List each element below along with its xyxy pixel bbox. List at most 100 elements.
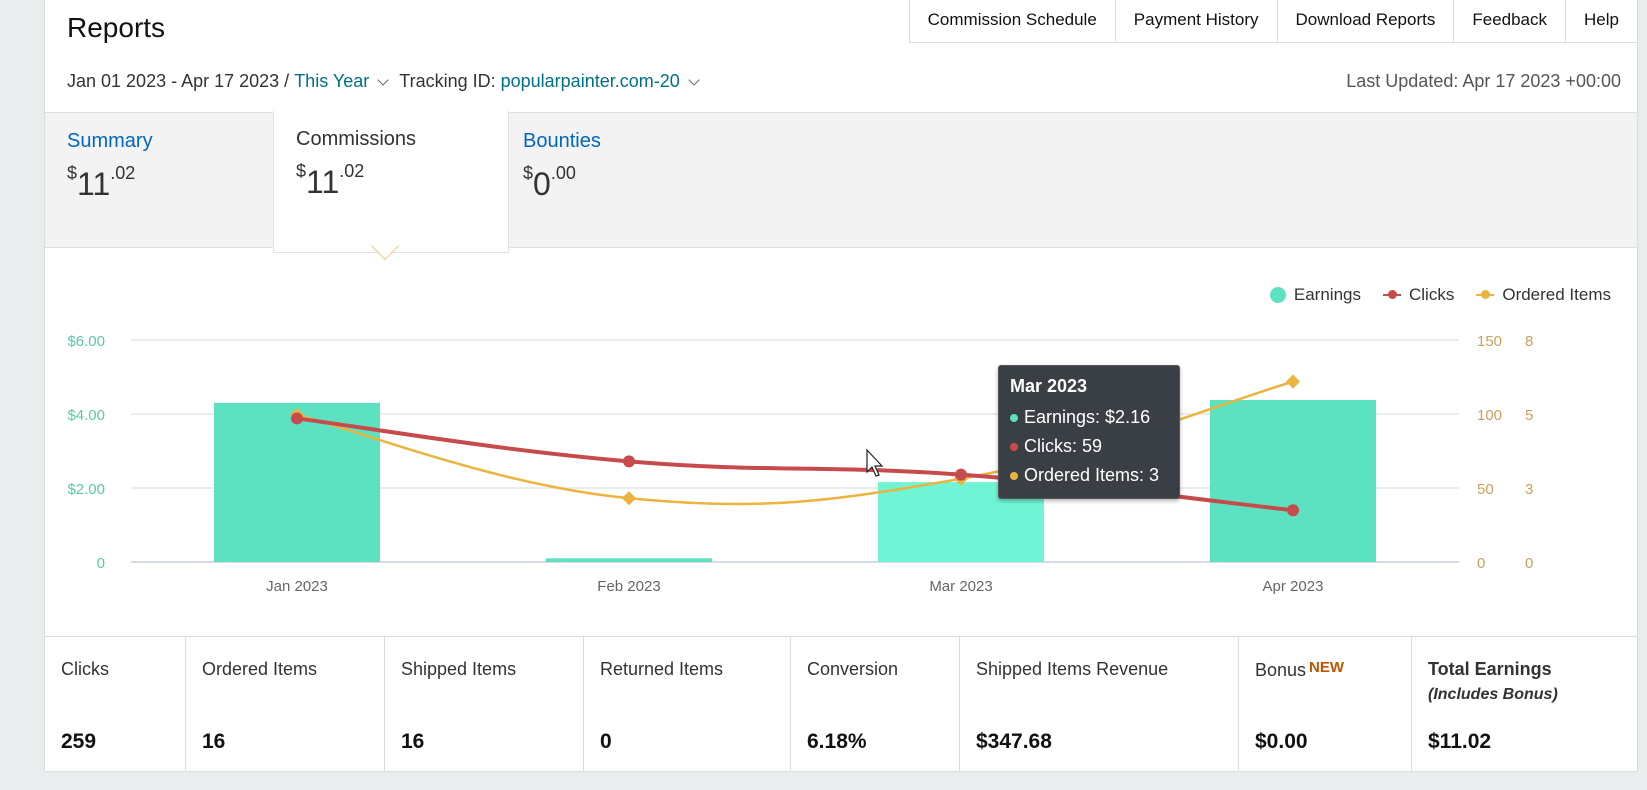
stat-value: $0.00	[1255, 730, 1308, 753]
legend-earnings[interactable]: Earnings	[1269, 285, 1361, 305]
clicks-point	[1287, 504, 1299, 517]
ordered-items-line-icon	[1476, 288, 1495, 301]
y-tick-left: $6.00	[67, 333, 105, 350]
stat-label: Shipped Items	[401, 659, 517, 679]
chevron-down-icon[interactable]	[377, 73, 389, 86]
amount-cents: .02	[110, 163, 136, 183]
amount-cents: .00	[550, 163, 576, 183]
tab-amount: $0.00	[523, 163, 715, 203]
stat-label: Clicks	[61, 659, 109, 679]
clicks-point	[955, 468, 967, 481]
filter-bar: Jan 01 2023 - Apr 17 2023 / This Year Tr…	[67, 71, 710, 92]
tooltip-clicks-text: Clicks: 59	[1024, 436, 1103, 456]
stat-value: 6.18%	[807, 730, 867, 753]
y-tick-right-items: 8	[1525, 333, 1533, 350]
stats-bar: Clicks 259 Ordered Items 16 Shipped Item…	[45, 636, 1637, 772]
earnings-dot-icon	[1010, 413, 1018, 422]
earnings-bar	[1210, 399, 1376, 562]
stat-shipped-items: Shipped Items 16	[385, 637, 584, 772]
stat-ordered-items: Ordered Items 16	[186, 637, 385, 772]
earnings-chart: $6.00 150 8 $4.00 100 5 $2.00 50 3 0 0 0 Jan 2023 Feb…	[67, 333, 1533, 595]
tab-amount: $11.02	[296, 161, 486, 201]
ordered-dot-icon	[1010, 471, 1018, 480]
summary-tabs: Summary $11.02 Commissions $11.02 Bounti…	[45, 111, 1637, 253]
stat-value: 16	[401, 730, 425, 753]
clicks-point	[623, 455, 635, 468]
top-nav: Commission Schedule Payment History Down…	[908, 0, 1637, 43]
nav-feedback[interactable]: Feedback	[1454, 0, 1567, 42]
clicks-dot-icon	[1010, 442, 1018, 451]
stat-value: 0	[600, 730, 612, 753]
x-tick-label: Mar 2023	[929, 578, 992, 595]
period-dropdown[interactable]: This Year	[294, 71, 370, 91]
earnings-bar	[546, 558, 712, 562]
stat-note: (Includes Bonus)	[1428, 686, 1558, 703]
currency-symbol: $	[67, 163, 78, 183]
stat-shipped-revenue: Shipped Items Revenue $347.68	[960, 637, 1239, 772]
stat-bonus: Bonus NEW $0.00	[1239, 637, 1412, 772]
last-updated: Last Updated: Apr 17 2023 +00:00	[1346, 71, 1621, 91]
tooltip-ordered: Ordered Items: 3	[1010, 461, 1168, 490]
y-tick-left: 0	[97, 555, 105, 572]
y-tick-right-items: 5	[1525, 407, 1533, 424]
x-tick-label: Jan 2023	[266, 578, 328, 595]
stat-label: Conversion	[807, 659, 899, 679]
tooltip-earnings: Earnings: $2.16	[1010, 403, 1168, 432]
stat-label: Total Earnings	[1428, 659, 1552, 679]
chevron-down-icon[interactable]	[688, 73, 700, 86]
new-badge: NEW	[1309, 659, 1345, 676]
stat-label: Shipped Items Revenue	[976, 659, 1169, 679]
y-tick-right: 100	[1477, 407, 1502, 424]
date-range-text: Jan 01 2023 - Apr 17 2023 /	[67, 71, 290, 91]
stat-value: 259	[61, 730, 97, 753]
y-tick-left: $4.00	[67, 407, 105, 424]
legend-clicks[interactable]: Clicks	[1383, 285, 1454, 305]
nav-help[interactable]: Help	[1584, 10, 1619, 29]
legend-label: Earnings	[1293, 285, 1361, 304]
tab-summary[interactable]: Summary $11.02	[45, 113, 281, 249]
stat-label: Bonus NEW	[1255, 659, 1395, 681]
x-tick-label: Apr 2023	[1263, 578, 1324, 595]
nav-commission-schedule[interactable]: Commission Schedule	[910, 0, 1116, 42]
y-tick-right: 150	[1477, 333, 1502, 350]
stat-label: Ordered Items	[202, 659, 318, 679]
y-tick-left: $2.00	[67, 481, 105, 498]
reports-panel: Reports Commission Schedule Payment Hist…	[44, 0, 1638, 772]
amount-dollars: 0	[533, 166, 551, 202]
tooltip-ordered-text: Ordered Items: 3	[1024, 465, 1160, 485]
legend-label: Clicks	[1409, 285, 1455, 304]
mouse-cursor-icon	[866, 448, 884, 477]
currency-symbol: $	[523, 163, 534, 183]
stat-value: $11.02	[1428, 730, 1492, 753]
amount-cents: .02	[339, 161, 365, 181]
amount-dollars: 11	[306, 164, 340, 200]
y-tick-right: 50	[1477, 481, 1494, 498]
tab-bounties[interactable]: Bounties $0.00	[501, 113, 737, 249]
tab-label: Commissions	[296, 128, 417, 150]
stat-clicks: Clicks 259	[45, 637, 186, 772]
nav-payment-history[interactable]: Payment History	[1116, 0, 1278, 42]
y-tick-right-items: 0	[1525, 555, 1533, 572]
tab-commissions[interactable]: Commissions $11.02	[273, 111, 509, 253]
stat-value: $347.68	[976, 730, 1052, 753]
earnings-bar	[214, 402, 380, 562]
stat-total-earnings: Total Earnings (Includes Bonus) $11.02	[1412, 637, 1637, 772]
tooltip-earnings-text: Earnings: $2.16	[1024, 407, 1151, 427]
stat-label: Returned Items	[600, 659, 724, 679]
currency-symbol: $	[296, 161, 307, 181]
y-tick-right: 0	[1477, 555, 1485, 572]
stat-conversion: Conversion 6.18%	[791, 637, 960, 772]
tooltip-clicks: Clicks: 59	[1010, 432, 1168, 461]
tracking-id-dropdown[interactable]: popularpainter.com-20	[500, 71, 680, 91]
legend-ordered-items[interactable]: Ordered Items	[1476, 285, 1611, 305]
x-tick-label: Feb 2023	[597, 578, 660, 595]
clicks-line-icon	[1383, 290, 1401, 299]
chart-tooltip: Mar 2023 Earnings: $2.16 Clicks: 59 Orde…	[998, 365, 1180, 499]
amount-dollars: 11	[77, 166, 111, 202]
nav-download-reports[interactable]: Download Reports	[1278, 0, 1455, 42]
bonus-label: Bonus	[1255, 660, 1307, 680]
legend-label: Ordered Items	[1502, 285, 1611, 304]
chart-legend: Earnings Clicks Ordered Items	[1269, 285, 1611, 305]
stat-value: 16	[202, 730, 226, 753]
tooltip-title: Mar 2023	[1010, 376, 1088, 396]
